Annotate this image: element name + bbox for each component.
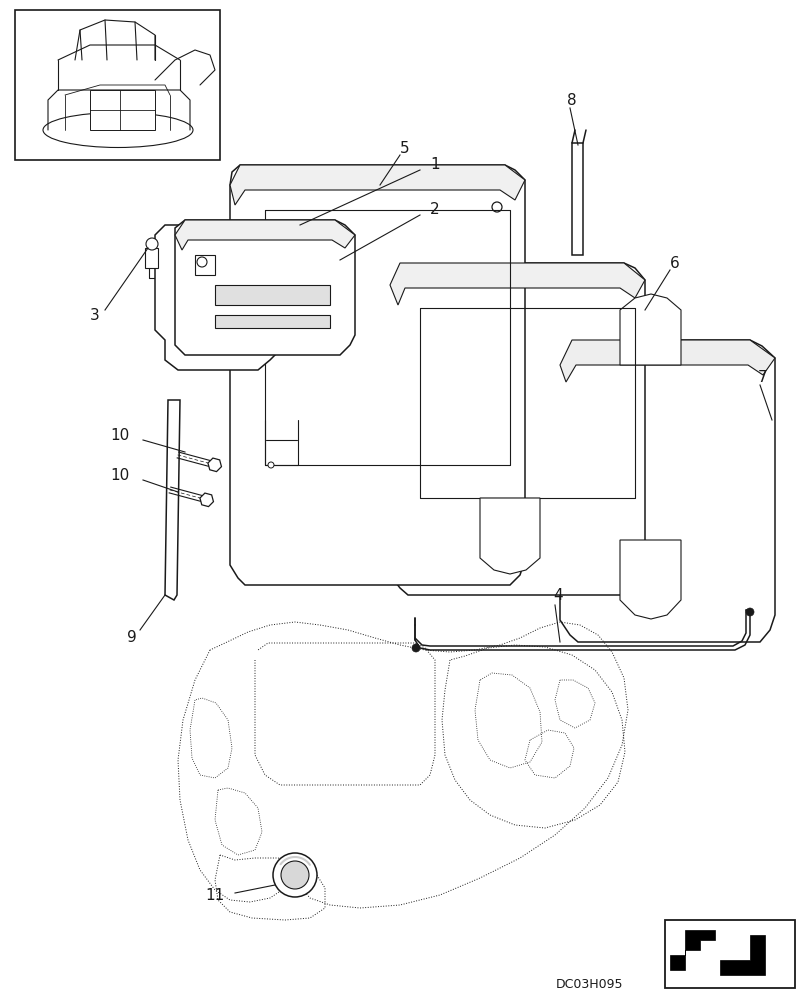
Text: 5: 5: [400, 141, 410, 156]
Polygon shape: [175, 220, 354, 250]
Polygon shape: [155, 225, 280, 370]
Polygon shape: [230, 165, 525, 205]
Text: 11: 11: [205, 888, 225, 903]
Text: 10: 10: [110, 468, 130, 484]
Circle shape: [197, 257, 207, 267]
Text: 8: 8: [567, 93, 576, 108]
Polygon shape: [389, 263, 644, 595]
Text: DC03H095: DC03H095: [556, 978, 623, 991]
Circle shape: [745, 608, 753, 616]
Polygon shape: [560, 340, 774, 642]
Polygon shape: [719, 935, 764, 975]
Polygon shape: [664, 920, 794, 988]
Ellipse shape: [43, 113, 193, 148]
Polygon shape: [389, 263, 644, 305]
Circle shape: [146, 238, 158, 250]
Text: 9: 9: [127, 631, 137, 646]
Text: 10: 10: [110, 428, 130, 444]
Text: 4: 4: [552, 588, 562, 603]
Circle shape: [491, 202, 501, 212]
Circle shape: [281, 861, 309, 889]
Polygon shape: [195, 255, 215, 275]
Polygon shape: [165, 400, 180, 600]
Polygon shape: [90, 90, 155, 130]
Polygon shape: [145, 248, 158, 268]
Polygon shape: [571, 143, 582, 255]
Polygon shape: [208, 458, 221, 472]
Text: 7: 7: [757, 370, 767, 385]
Circle shape: [272, 853, 316, 897]
Polygon shape: [215, 315, 329, 328]
Circle shape: [268, 462, 273, 468]
Circle shape: [411, 644, 419, 652]
Polygon shape: [175, 220, 354, 355]
Text: 3: 3: [90, 308, 100, 324]
Polygon shape: [215, 285, 329, 305]
Text: 1: 1: [430, 157, 440, 172]
Polygon shape: [230, 165, 525, 585]
Polygon shape: [620, 294, 680, 365]
Text: 2: 2: [430, 202, 440, 218]
Polygon shape: [560, 340, 774, 382]
Text: 6: 6: [669, 255, 679, 270]
Polygon shape: [620, 540, 680, 619]
Polygon shape: [669, 930, 714, 970]
Polygon shape: [200, 493, 213, 507]
Polygon shape: [15, 10, 220, 160]
Polygon shape: [479, 498, 539, 574]
